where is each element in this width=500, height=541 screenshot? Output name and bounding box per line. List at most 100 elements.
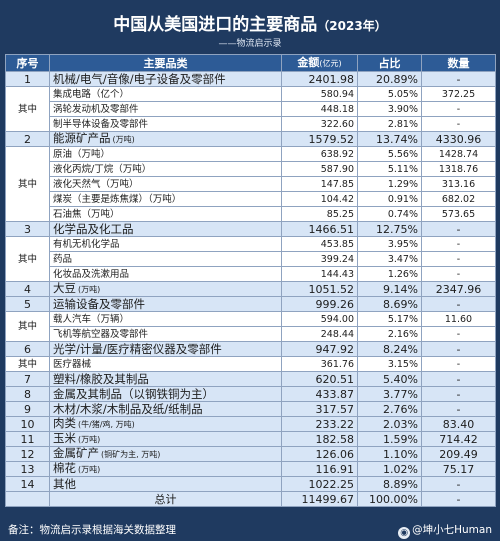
- row-seq: 4: [5, 281, 50, 297]
- row-share: 3.95%: [357, 236, 422, 252]
- row-category-name: 能源矿产品: [53, 131, 111, 145]
- row-share: 5.56%: [357, 146, 422, 162]
- row-category: 其他: [49, 476, 282, 492]
- row-category-name: 塑料/橡胶及其制品: [53, 371, 149, 386]
- row-seq: 7: [5, 371, 50, 387]
- import-table: 序号 主要品类 金额(亿元) 占比 数量 1 机械/电气/音像/电子设备及零部件 2…: [5, 54, 496, 507]
- row-qty: 313.16: [421, 176, 496, 192]
- table-row: 4 大豆 (万吨) 1051.52 9.14% 2347.96: [5, 281, 496, 297]
- qizhong-label: 其中: [5, 86, 50, 132]
- row-share: 5.40%: [357, 371, 422, 387]
- row-category-name: 大豆: [53, 281, 76, 295]
- row-seq: 11: [5, 431, 50, 447]
- row-category: 光学/计量/医疗精密仪器及零部件: [49, 341, 282, 357]
- row-share: 12.75%: [357, 221, 422, 237]
- row-category-name: 运输设备及零部件: [53, 296, 145, 311]
- row-amount: 1466.51: [281, 221, 358, 237]
- table-subrow: 其中 医疗器械 361.76 3.15% -: [5, 356, 496, 372]
- row-category: 运输设备及零部件: [49, 296, 282, 312]
- row-amount: 126.06: [281, 446, 358, 462]
- col-amount-unit: (亿元): [319, 59, 342, 68]
- row-category: 木材/木浆/木制品及纸/纸制品: [49, 401, 282, 417]
- row-qty: 75.17: [421, 461, 496, 477]
- row-qty: 2347.96: [421, 281, 496, 297]
- row-qty: 1428.74: [421, 146, 496, 162]
- row-category: 化学品及化工品: [49, 221, 282, 237]
- row-share: 1.59%: [357, 431, 422, 447]
- row-share: 1.26%: [357, 266, 422, 282]
- table-row: 3 化学品及化工品 1466.51 12.75% -: [5, 221, 496, 237]
- row-category: 液化丙烷/丁烷（万吨）: [49, 161, 282, 177]
- row-category-name: 涡轮发动机及零部件: [53, 103, 139, 115]
- row-qty: -: [421, 476, 496, 492]
- row-category: 肉类 (牛/猪/鸡, 万吨): [49, 416, 282, 432]
- row-qty: -: [421, 236, 496, 252]
- row-share: 5.17%: [357, 311, 422, 327]
- table-row: 12 金属矿产 (铜矿为主, 万吨) 126.06 1.10% 209.49: [5, 446, 496, 462]
- row-share: 5.05%: [357, 86, 422, 102]
- row-category-name: 玉米: [53, 431, 76, 445]
- qizhong-label: 其中: [5, 311, 50, 342]
- row-share: 3.77%: [357, 386, 422, 402]
- row-amount: 947.92: [281, 341, 358, 357]
- row-amount: 317.57: [281, 401, 358, 417]
- row-category-name: 其他: [53, 476, 76, 491]
- row-category: 载人汽车（万辆）: [49, 311, 282, 327]
- row-share: 3.15%: [357, 356, 422, 372]
- row-category: 药品: [49, 251, 282, 267]
- table-subrow: 其中 原油（万吨） 638.92 5.56% 1428.74: [5, 146, 496, 222]
- title-text: 中国从美国进口的主要商品: [113, 15, 318, 35]
- table-row: 7 塑料/橡胶及其制品 620.51 5.40% -: [5, 371, 496, 387]
- row-seq: 8: [5, 386, 50, 402]
- table-subrow: 其中 有机无机化学品 453.85 3.95% -: [5, 236, 496, 282]
- row-qty: 83.40: [421, 416, 496, 432]
- title-year: （2023年）: [317, 19, 387, 33]
- table-body: 1 机械/电气/音像/电子设备及零部件 2401.98 20.89% - 其中 集成电路（亿…: [5, 71, 496, 507]
- row-category: 塑料/橡胶及其制品: [49, 371, 282, 387]
- subtitle: ——物流启示录: [218, 39, 282, 49]
- row-seq: 12: [5, 446, 50, 462]
- row-category: 金属矿产 (铜矿为主, 万吨): [49, 446, 282, 462]
- row-category: 原油（万吨）: [49, 146, 282, 162]
- col-amount-label: 金额: [297, 56, 320, 69]
- row-qty: 682.02: [421, 191, 496, 207]
- row-category-unit: (铜矿为主, 万吨): [101, 450, 161, 459]
- row-seq: 6: [5, 341, 50, 357]
- table-row: 10 肉类 (牛/猪/鸡, 万吨) 233.22 2.03% 83.40: [5, 416, 496, 432]
- row-seq: 10: [5, 416, 50, 432]
- row-category-unit: (万吨): [78, 465, 101, 474]
- row-category: 涡轮发动机及零部件: [49, 101, 282, 117]
- row-amount: 620.51: [281, 371, 358, 387]
- row-share: 1.10%: [357, 446, 422, 462]
- table-subrow: 涡轮发动机及零部件 448.18 3.90% -: [6, 101, 496, 117]
- row-share: 3.90%: [357, 101, 422, 117]
- row-category-name: 飞机等航空器及零部件: [53, 328, 149, 340]
- row-category: 金属及其制品（以钢铁铜为主）: [49, 386, 282, 402]
- row-category-name: 化妆品及洗漱用品: [53, 268, 130, 280]
- row-category-name: 金属及其制品（以钢铁铜为主）: [53, 386, 214, 401]
- row-amount: 399.24: [281, 251, 358, 267]
- row-category: 能源矿产品 (万吨): [49, 131, 282, 147]
- row-share: 9.14%: [357, 281, 422, 297]
- row-seq: 1: [5, 71, 50, 87]
- row-amount: 147.85: [281, 176, 358, 192]
- row-share: 2.16%: [357, 326, 422, 342]
- row-amount: 638.92: [281, 146, 358, 162]
- col-category: 主要品类: [49, 54, 282, 72]
- row-share: 5.11%: [357, 161, 422, 177]
- row-qty: -: [421, 356, 496, 372]
- row-amount: 433.87: [281, 386, 358, 402]
- brand: ◉ @坤小七Human: [398, 522, 492, 539]
- row-amount: 453.85: [281, 236, 358, 252]
- table-row: 5 运输设备及零部件 999.26 8.69% -: [5, 296, 496, 312]
- weibo-icon: ◉: [398, 527, 411, 539]
- row-qty: 372.25: [421, 86, 496, 102]
- row-seq: 3: [5, 221, 50, 237]
- col-seq: 序号: [5, 54, 50, 72]
- row-category-name: 煤炭（主要是炼焦煤）（万吨）: [53, 193, 182, 205]
- row-seq: 2: [5, 131, 50, 147]
- row-amount: 999.26: [281, 296, 358, 312]
- row-category-name: 金属矿产: [53, 446, 99, 460]
- table-subrow: 液化天然气（万吨） 147.85 1.29% 313.16: [6, 176, 496, 192]
- row-share: 8.69%: [357, 296, 422, 312]
